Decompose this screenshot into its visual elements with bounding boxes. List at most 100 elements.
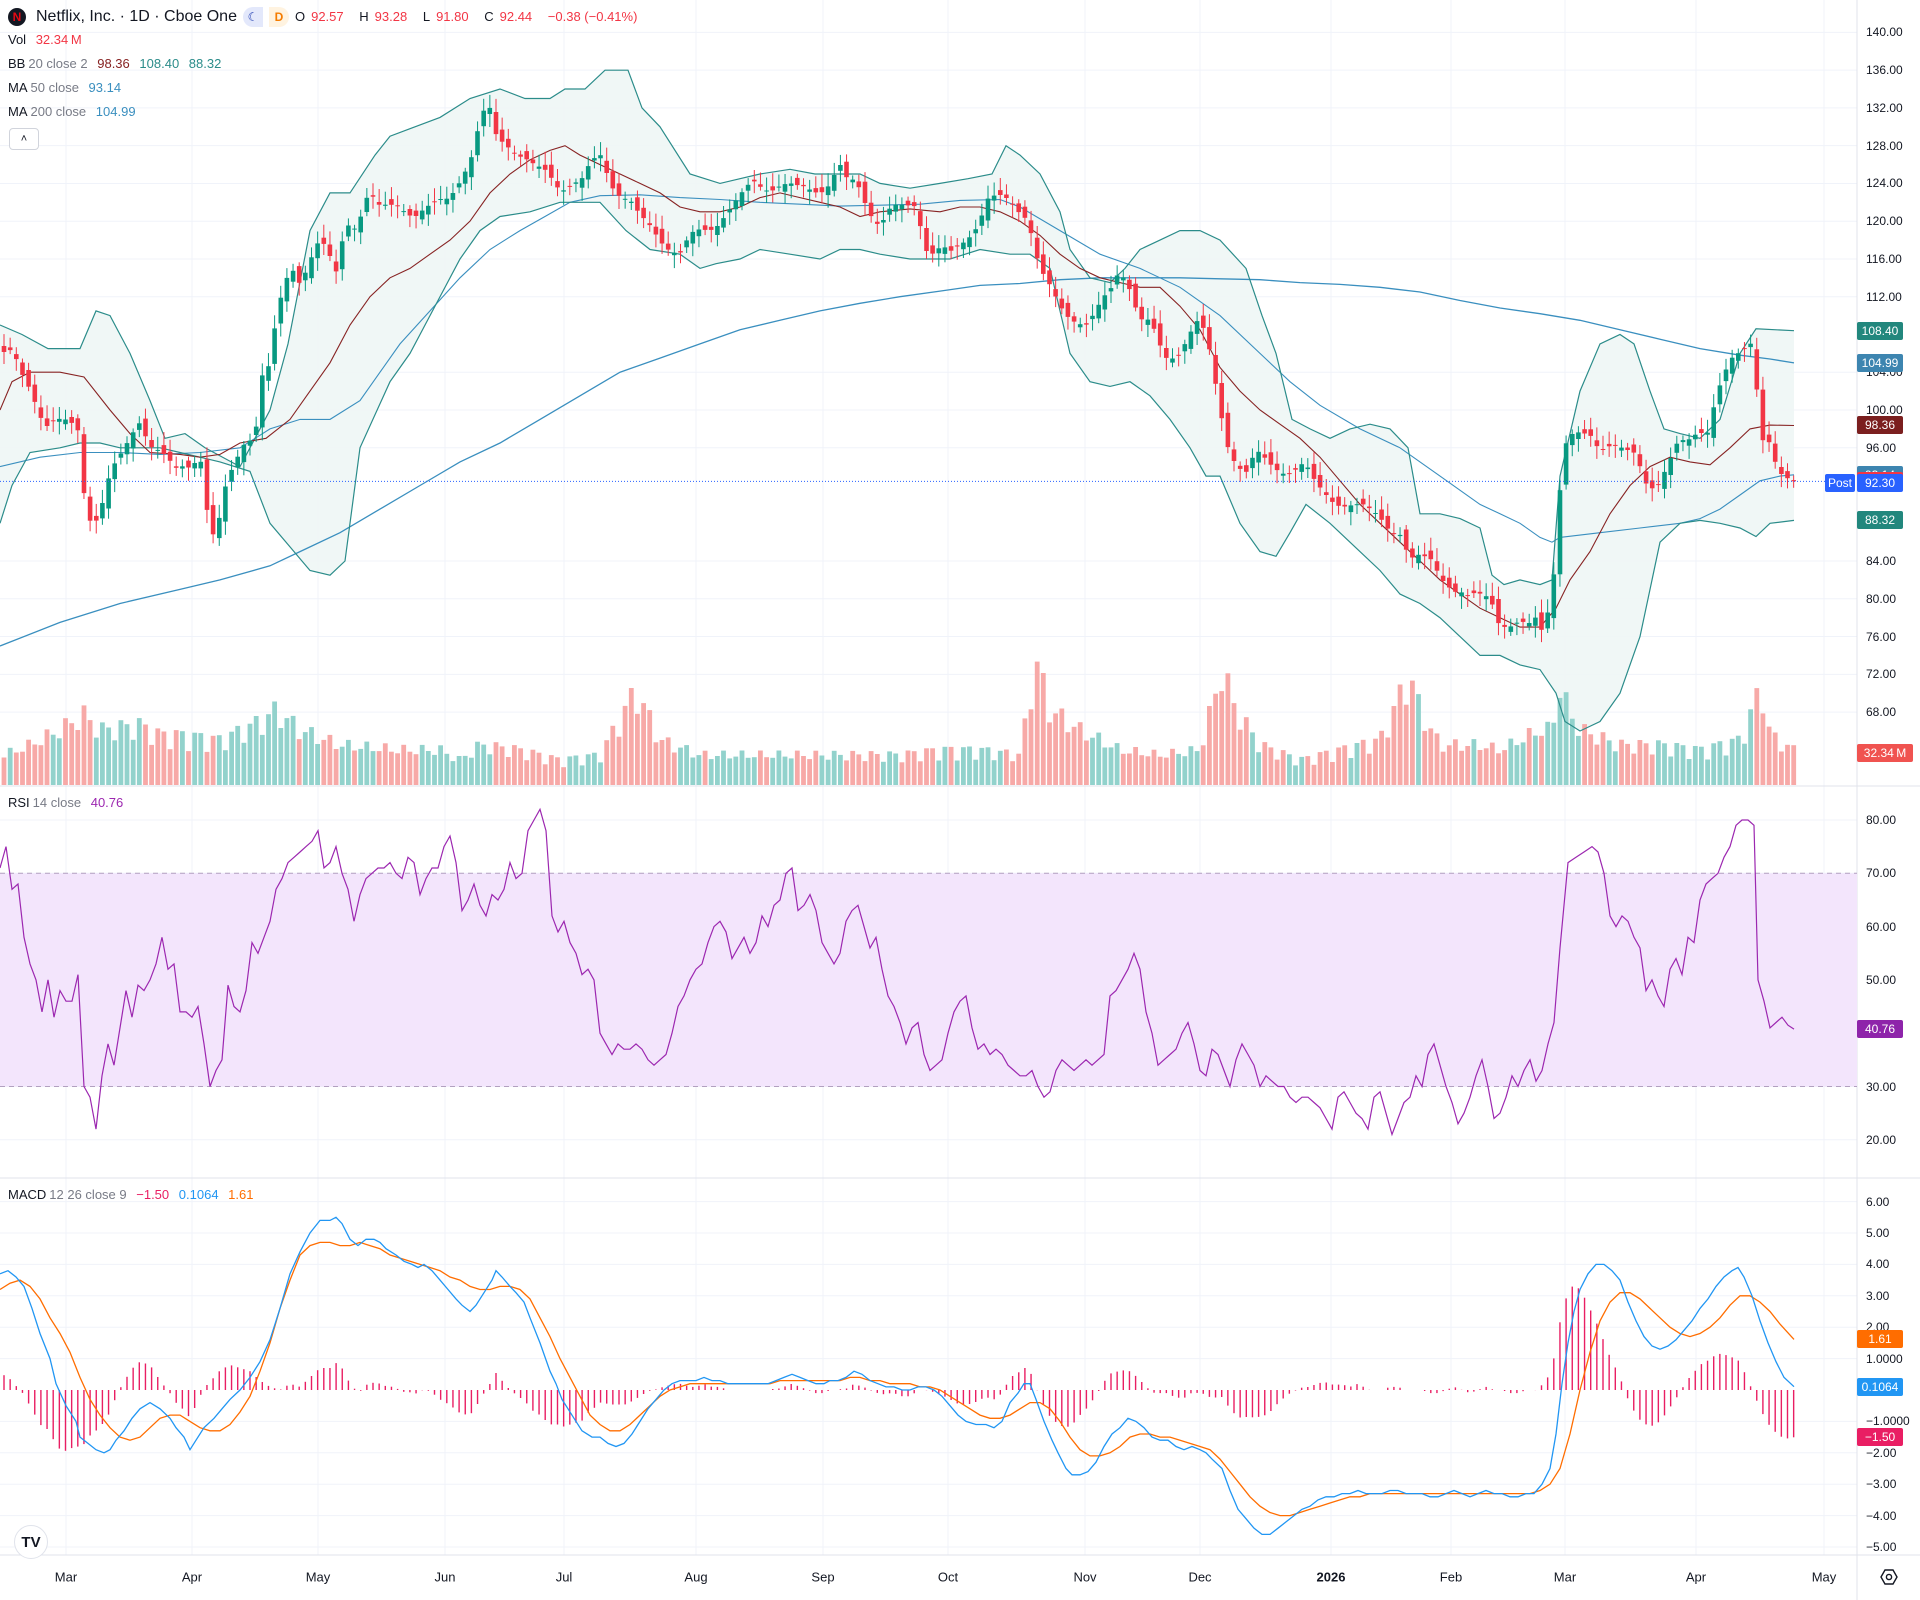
ohlc-values: O 92.57 H 93.28 L 91.80 C 92.44 −0.38 (−0.41… bbox=[294, 9, 638, 24]
time-axis-label: Apr bbox=[181, 1569, 203, 1585]
legend-bb-params: 20 close 2 bbox=[28, 56, 88, 71]
price-axis-label: 120.00 bbox=[1866, 214, 1903, 229]
legend-macd-hist: −1.50 bbox=[136, 1187, 170, 1202]
macd-axis-label: 1.0000 bbox=[1866, 1351, 1903, 1366]
time-axis-label: Sep bbox=[811, 1569, 835, 1585]
time-axis-label: Dec bbox=[1188, 1569, 1212, 1585]
rsi-axis-label: 30.00 bbox=[1866, 1079, 1897, 1094]
price-axis-label: 132.00 bbox=[1866, 100, 1903, 115]
price-tag: 104.99 bbox=[1857, 353, 1903, 372]
price-axis-label: 136.00 bbox=[1866, 63, 1903, 78]
legend-volume-value: 32.34 M bbox=[35, 32, 82, 47]
time-axis-label: 2026 bbox=[1316, 1569, 1346, 1585]
macd-axis-label: −4.00 bbox=[1866, 1508, 1897, 1523]
high-value: 93.28 bbox=[374, 9, 408, 24]
gear-icon bbox=[1880, 1569, 1898, 1585]
bb-lower-line bbox=[0, 201, 1795, 732]
macd-tag: 0.1064 bbox=[1857, 1377, 1903, 1396]
legend-ma200-name: MA bbox=[8, 104, 28, 119]
rsi-axis-label: 20.00 bbox=[1866, 1132, 1897, 1147]
price-tag: 108.40 bbox=[1857, 321, 1903, 340]
collapse-legend-button[interactable]: ˄ bbox=[9, 128, 39, 150]
rsi-axis-label: 50.00 bbox=[1866, 972, 1897, 987]
time-axis-label: Nov bbox=[1073, 1569, 1097, 1585]
netflix-logo-icon: N bbox=[8, 8, 26, 26]
price-axis-label: 116.00 bbox=[1866, 251, 1902, 266]
legend-macd-name: MACD bbox=[8, 1187, 47, 1202]
legend-bb-basis: 98.36 bbox=[97, 56, 130, 71]
time-axis-label: Feb bbox=[1439, 1569, 1463, 1585]
post-market-badge: Post bbox=[1825, 473, 1855, 492]
macd-tag: 1.61 bbox=[1857, 1330, 1903, 1349]
legend-rsi[interactable]: RSI 14 close 40.76 bbox=[8, 794, 123, 812]
macd-line bbox=[0, 1216, 1795, 1536]
macd-axis-label: −5.00 bbox=[1866, 1540, 1897, 1554]
price-axis-label: 68.00 bbox=[1866, 705, 1897, 720]
moon-icon: ☾ bbox=[242, 7, 263, 27]
time-axis-label: Apr bbox=[1685, 1569, 1707, 1585]
legend-macd[interactable]: MACD 12 26 close 9 −1.50 0.1064 1.61 bbox=[8, 1186, 253, 1204]
price-tag: 92.30 bbox=[1857, 473, 1903, 492]
price-tag: 88.32 bbox=[1857, 511, 1903, 530]
ma50-line bbox=[0, 194, 1795, 543]
legend-macd-signal: 1.61 bbox=[228, 1187, 254, 1202]
time-axis-label: Mar bbox=[54, 1569, 78, 1585]
legend-macd-line: 0.1064 bbox=[178, 1187, 219, 1202]
legend-bb[interactable]: BB 20 close 2 98.36 108.40 88.32 bbox=[8, 55, 221, 73]
legend-rsi-name: RSI bbox=[8, 795, 30, 810]
time-axis-label: Oct bbox=[937, 1569, 959, 1585]
time-axis-label: Jul bbox=[555, 1569, 573, 1585]
change-value: −0.38 (−0.41%) bbox=[547, 9, 638, 24]
tradingview-logo-icon: TV bbox=[21, 1533, 41, 1551]
macd-tag: −1.50 bbox=[1857, 1428, 1903, 1447]
macd-axis-label: 3.00 bbox=[1866, 1288, 1890, 1303]
bb-basis-line bbox=[0, 145, 1795, 628]
legend-ma200[interactable]: MA 200 close 104.99 bbox=[8, 103, 136, 121]
settings-button[interactable] bbox=[1878, 1566, 1900, 1588]
legend-ma50[interactable]: MA 50 close 93.14 bbox=[8, 79, 121, 97]
price-axis-label: 96.00 bbox=[1866, 440, 1897, 455]
candles bbox=[1, 94, 1796, 643]
legend-volume[interactable]: Vol 32.34 M bbox=[8, 31, 82, 49]
open-value: 92.57 bbox=[311, 9, 344, 24]
time-axis-label: Jun bbox=[434, 1569, 456, 1585]
close-value: 92.44 bbox=[499, 9, 533, 24]
low-value: 91.80 bbox=[436, 9, 469, 24]
time-axis-label: Aug bbox=[684, 1569, 708, 1585]
symbol-title[interactable]: Netflix, Inc. · 1D · Cboe One bbox=[36, 8, 237, 25]
macd-histogram bbox=[3, 1286, 1795, 1451]
macd-axis-label: 5.00 bbox=[1866, 1226, 1890, 1240]
macd-axis-label: −3.00 bbox=[1866, 1477, 1897, 1492]
macd-signal-line bbox=[0, 1241, 1795, 1517]
delayed-data-icon: D bbox=[268, 7, 289, 27]
rsi-band-fill bbox=[0, 873, 1857, 1087]
legend-ma200-params: 200 close bbox=[30, 104, 87, 119]
legend-bb-upper: 108.40 bbox=[139, 56, 180, 71]
bb-fill bbox=[0, 70, 1794, 731]
price-axis-label: 140.00 bbox=[1866, 25, 1903, 40]
legend-rsi-value: 40.76 bbox=[90, 795, 124, 810]
legend-rsi-params: 14 close bbox=[32, 795, 82, 810]
price-axis-label: 84.00 bbox=[1866, 554, 1897, 569]
legend-ma50-name: MA bbox=[8, 80, 28, 95]
legend-bb-name: BB bbox=[8, 56, 26, 71]
time-axis-label: Mar bbox=[1553, 1569, 1577, 1585]
time-axis-label: May bbox=[305, 1569, 331, 1585]
session-badge[interactable]: ☾ D bbox=[242, 7, 289, 27]
symbol-header[interactable]: N Netflix, Inc. · 1D · Cboe One ☾ D O 92.… bbox=[8, 7, 643, 27]
macd-axis-label: 6.00 bbox=[1866, 1194, 1890, 1209]
price-axis-label: 128.00 bbox=[1866, 138, 1903, 153]
legend-macd-params: 12 26 close 9 bbox=[49, 1187, 127, 1202]
legend-ma200-value: 104.99 bbox=[95, 104, 136, 119]
macd-axis-label: −1.0000 bbox=[1866, 1414, 1910, 1429]
macd-axis-label: 4.00 bbox=[1866, 1257, 1890, 1272]
price-axis-label: 76.00 bbox=[1866, 629, 1897, 644]
legend-ma50-params: 50 close bbox=[30, 80, 79, 95]
legend-ma50-value: 93.14 bbox=[88, 80, 122, 95]
rsi-axis-label: 70.00 bbox=[1866, 866, 1897, 881]
legend-volume-name: Vol bbox=[8, 32, 27, 47]
legend-bb-lower: 88.32 bbox=[188, 56, 222, 71]
tradingview-logo[interactable]: TV bbox=[14, 1525, 48, 1559]
macd-axis-label: −2.00 bbox=[1866, 1445, 1897, 1460]
